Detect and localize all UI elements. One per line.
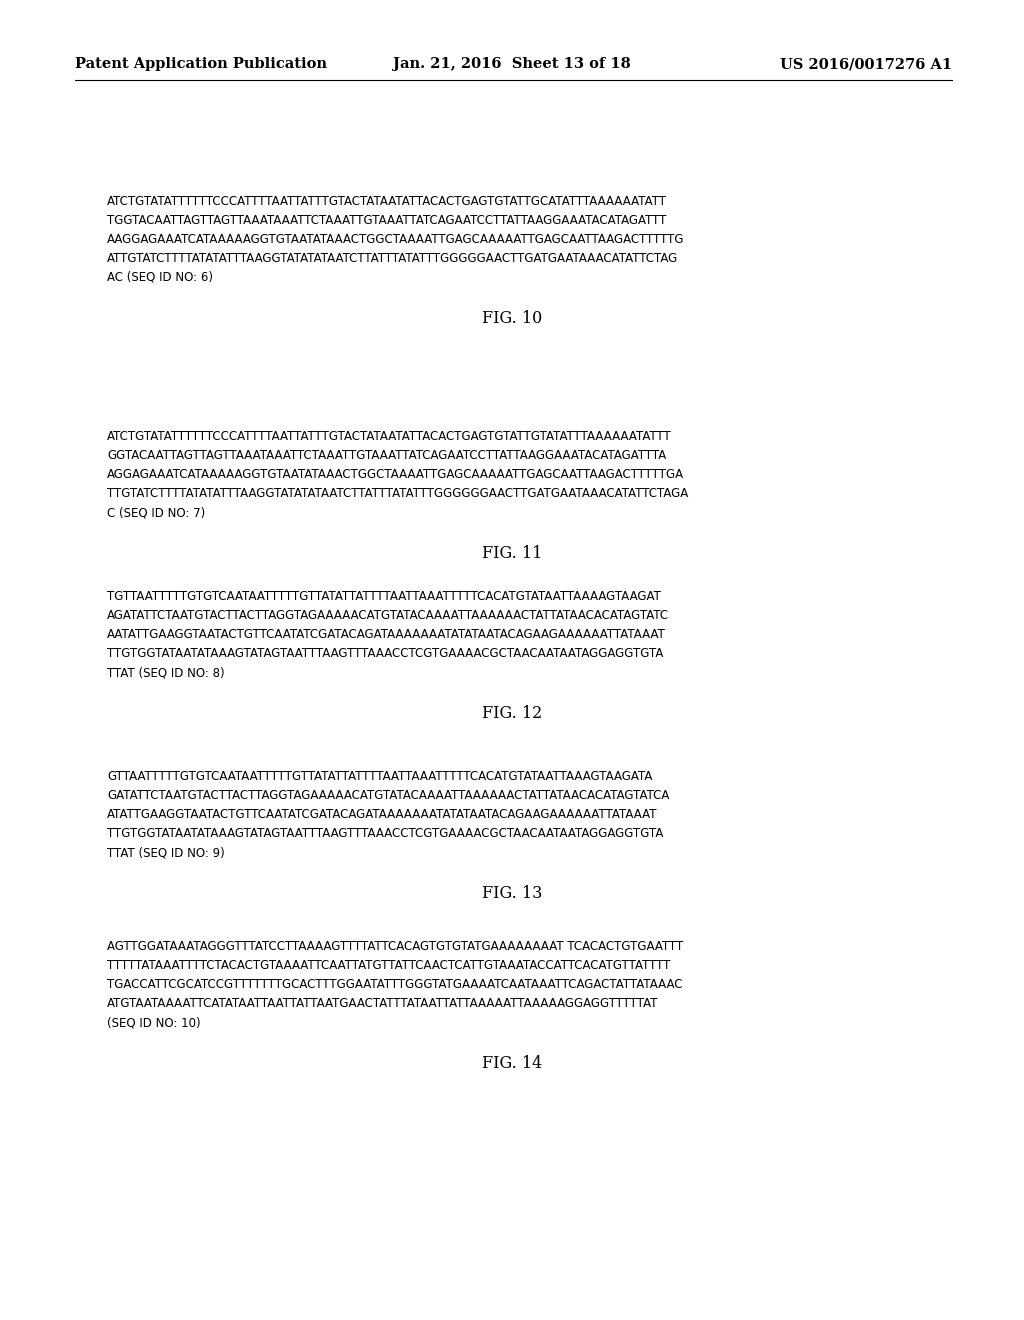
Text: FIG. 13: FIG. 13	[482, 884, 542, 902]
Text: C (SEQ ID NO: 7): C (SEQ ID NO: 7)	[106, 506, 205, 519]
Text: ATCTGTATATTTTTTCCCATTTTAATTATTTGTACTATAATATTACACTGAGTGTATTGCATATTTAAAAAATATT: ATCTGTATATTTTTTCCCATTTTAATTATTTGTACTATAA…	[106, 195, 667, 209]
Text: Jan. 21, 2016  Sheet 13 of 18: Jan. 21, 2016 Sheet 13 of 18	[393, 57, 631, 71]
Text: ATCTGTATATTTTTTCCCATTTTAATTATTTGTACTATAATATTACACTGAGTGTATTGTATATTTAAAAAATATTT: ATCTGTATATTTTTTCCCATTTTAATTATTTGTACTATAA…	[106, 430, 672, 444]
Text: AGTTGGATAAATAGGGTTTATCCTTAAAAGTTTTATTCACAGTGTGTATGAAAAAAAAT TCACACTGTGAATTT: AGTTGGATAAATAGGGTTTATCCTTAAAAGTTTTATTCAC…	[106, 940, 683, 953]
Text: AC (SEQ ID NO: 6): AC (SEQ ID NO: 6)	[106, 271, 213, 284]
Text: GATATTCTAATGTACTTACTTAGGTAGAAAAACATGTATACAAAATTAAAAAACTATTATAACACATAGTATCA: GATATTCTAATGTACTTACTTAGGTAGAAAAACATGTATA…	[106, 789, 670, 803]
Text: ATTGTATCTTTTATATATTTAAGGTATATATAATCTTATTTATATTTGGGGGAACTTGATGAATAAACATATTCTAG: ATTGTATCTTTTATATATTTAAGGTATATATAATCTTATT…	[106, 252, 678, 265]
Text: FIG. 14: FIG. 14	[482, 1055, 542, 1072]
Text: TTGTGGTATAATATAAAGTATAGTAATTTAAGTTTAAACCTCGTGAAAACGCTAACAATAATAGGAGGTGTA: TTGTGGTATAATATAAAGTATAGTAATTTAAGTTTAAACC…	[106, 828, 664, 840]
Text: TTTTTATAAATTTTCTACACTGTAAAATTCAATTATGTTATTCAACTCATTGTAAATACCATTCACATGTTATTTT: TTTTTATAAATTTTCTACACTGTAAAATTCAATTATGTTA…	[106, 960, 671, 972]
Text: AGATATTCTAATGTACTTACTTAGGTAGAAAAACATGTATACAAAATTAAAAAACTATTATAACACATAGTATC: AGATATTCTAATGTACTTACTTAGGTAGAAAAACATGTAT…	[106, 609, 669, 622]
Text: Patent Application Publication: Patent Application Publication	[75, 57, 327, 71]
Text: TTGTATCTTTTATATATTTAAGGTATATATAATCTTATTTATATTTGGGGGGAACTTGATGAATAAACATATTCTAGA: TTGTATCTTTTATATATTTAAGGTATATATAATCTTATTT…	[106, 487, 688, 500]
Text: TTAT (SEQ ID NO: 8): TTAT (SEQ ID NO: 8)	[106, 667, 224, 678]
Text: AGGAGAAATCATAAAAAGGTGTAATATAAACTGGCTAAAATTGAGCAAAAATTGAGCAATTAAGACTTTTTGA: AGGAGAAATCATAAAAAGGTGTAATATAAACTGGCTAAAA…	[106, 469, 684, 480]
Text: ATATTGAAGGTAATACTGTTCAATATCGATACAGATAAAAAAATATATAATACAGAAGAAAAAATTATAAAT: ATATTGAAGGTAATACTGTTCAATATCGATACAGATAAAA…	[106, 808, 657, 821]
Text: TGTTAATTTTTGTGTCAATAATTTTTGTTATATTATTTTAATTAAATTTTTCACATGTATAATTAAAAGTAAGAT: TGTTAATTTTTGTGTCAATAATTTTTGTTATATTATTTTA…	[106, 590, 660, 603]
Text: FIG. 11: FIG. 11	[482, 545, 542, 562]
Text: TGACCATTCGCATCCGTTTTTTTGCACTTTGGAATATTTGGGTATGAAAATCAATAAATTCAGACTATTATAAAC: TGACCATTCGCATCCGTTTTTTTGCACTTTGGAATATTTG…	[106, 978, 683, 991]
Text: ATGTAATAAAATTCATATAATTAATTATTAATGAACTATTTATAATTATTAAAAATTAAAAAGGAGGTTTTTAT: ATGTAATAAAATTCATATAATTAATTATTAATGAACTATT…	[106, 997, 658, 1010]
Text: FIG. 12: FIG. 12	[482, 705, 542, 722]
Text: TTAT (SEQ ID NO: 9): TTAT (SEQ ID NO: 9)	[106, 846, 224, 859]
Text: GGTACAATTAGTTAGTTAAATAAATTCTAAATTGTAAATTATCAGAATCCTTATTAAGGAAATACATAGATTTA: GGTACAATTAGTTAGTTAAATAAATTCTAAATTGTAAATT…	[106, 449, 667, 462]
Text: FIG. 10: FIG. 10	[482, 310, 542, 327]
Text: US 2016/0017276 A1: US 2016/0017276 A1	[780, 57, 952, 71]
Text: TTGTGGTATAATATAAAGTATAGTAATTTAAGTTTAAACCTCGTGAAAACGCTAACAATAATAGGAGGTGTA: TTGTGGTATAATATAAAGTATAGTAATTTAAGTTTAAACC…	[106, 647, 664, 660]
Text: TGGTACAATTAGTTAGTTAAATAAATTCTAAATTGTAAATTATCAGAATCCTTATTAAGGAAATACATAGATTT: TGGTACAATTAGTTAGTTAAATAAATTCTAAATTGTAAAT…	[106, 214, 667, 227]
Text: AATATTGAAGGTAATACTGTTCAATATCGATACAGATAAAAAAATATATAATACAGAAGAAAAAATTATAAAT: AATATTGAAGGTAATACTGTTCAATATCGATACAGATAAA…	[106, 628, 666, 642]
Text: (SEQ ID NO: 10): (SEQ ID NO: 10)	[106, 1016, 201, 1030]
Text: AAGGAGAAATCATAAAAAGGTGTAATATAAACTGGCTAAAATTGAGCAAAAATTGAGCAATTAAGACTTTTTG: AAGGAGAAATCATAAAAAGGTGTAATATAAACTGGCTAAA…	[106, 234, 684, 246]
Text: GTTAATTTTTGTGTCAATAATTTTTGTTATATTATTTTAATTAAATTTTTCACATGTATAATTAAAGTAAGATA: GTTAATTTTTGTGTCAATAATTTTTGTTATATTATTTTAA…	[106, 770, 652, 783]
